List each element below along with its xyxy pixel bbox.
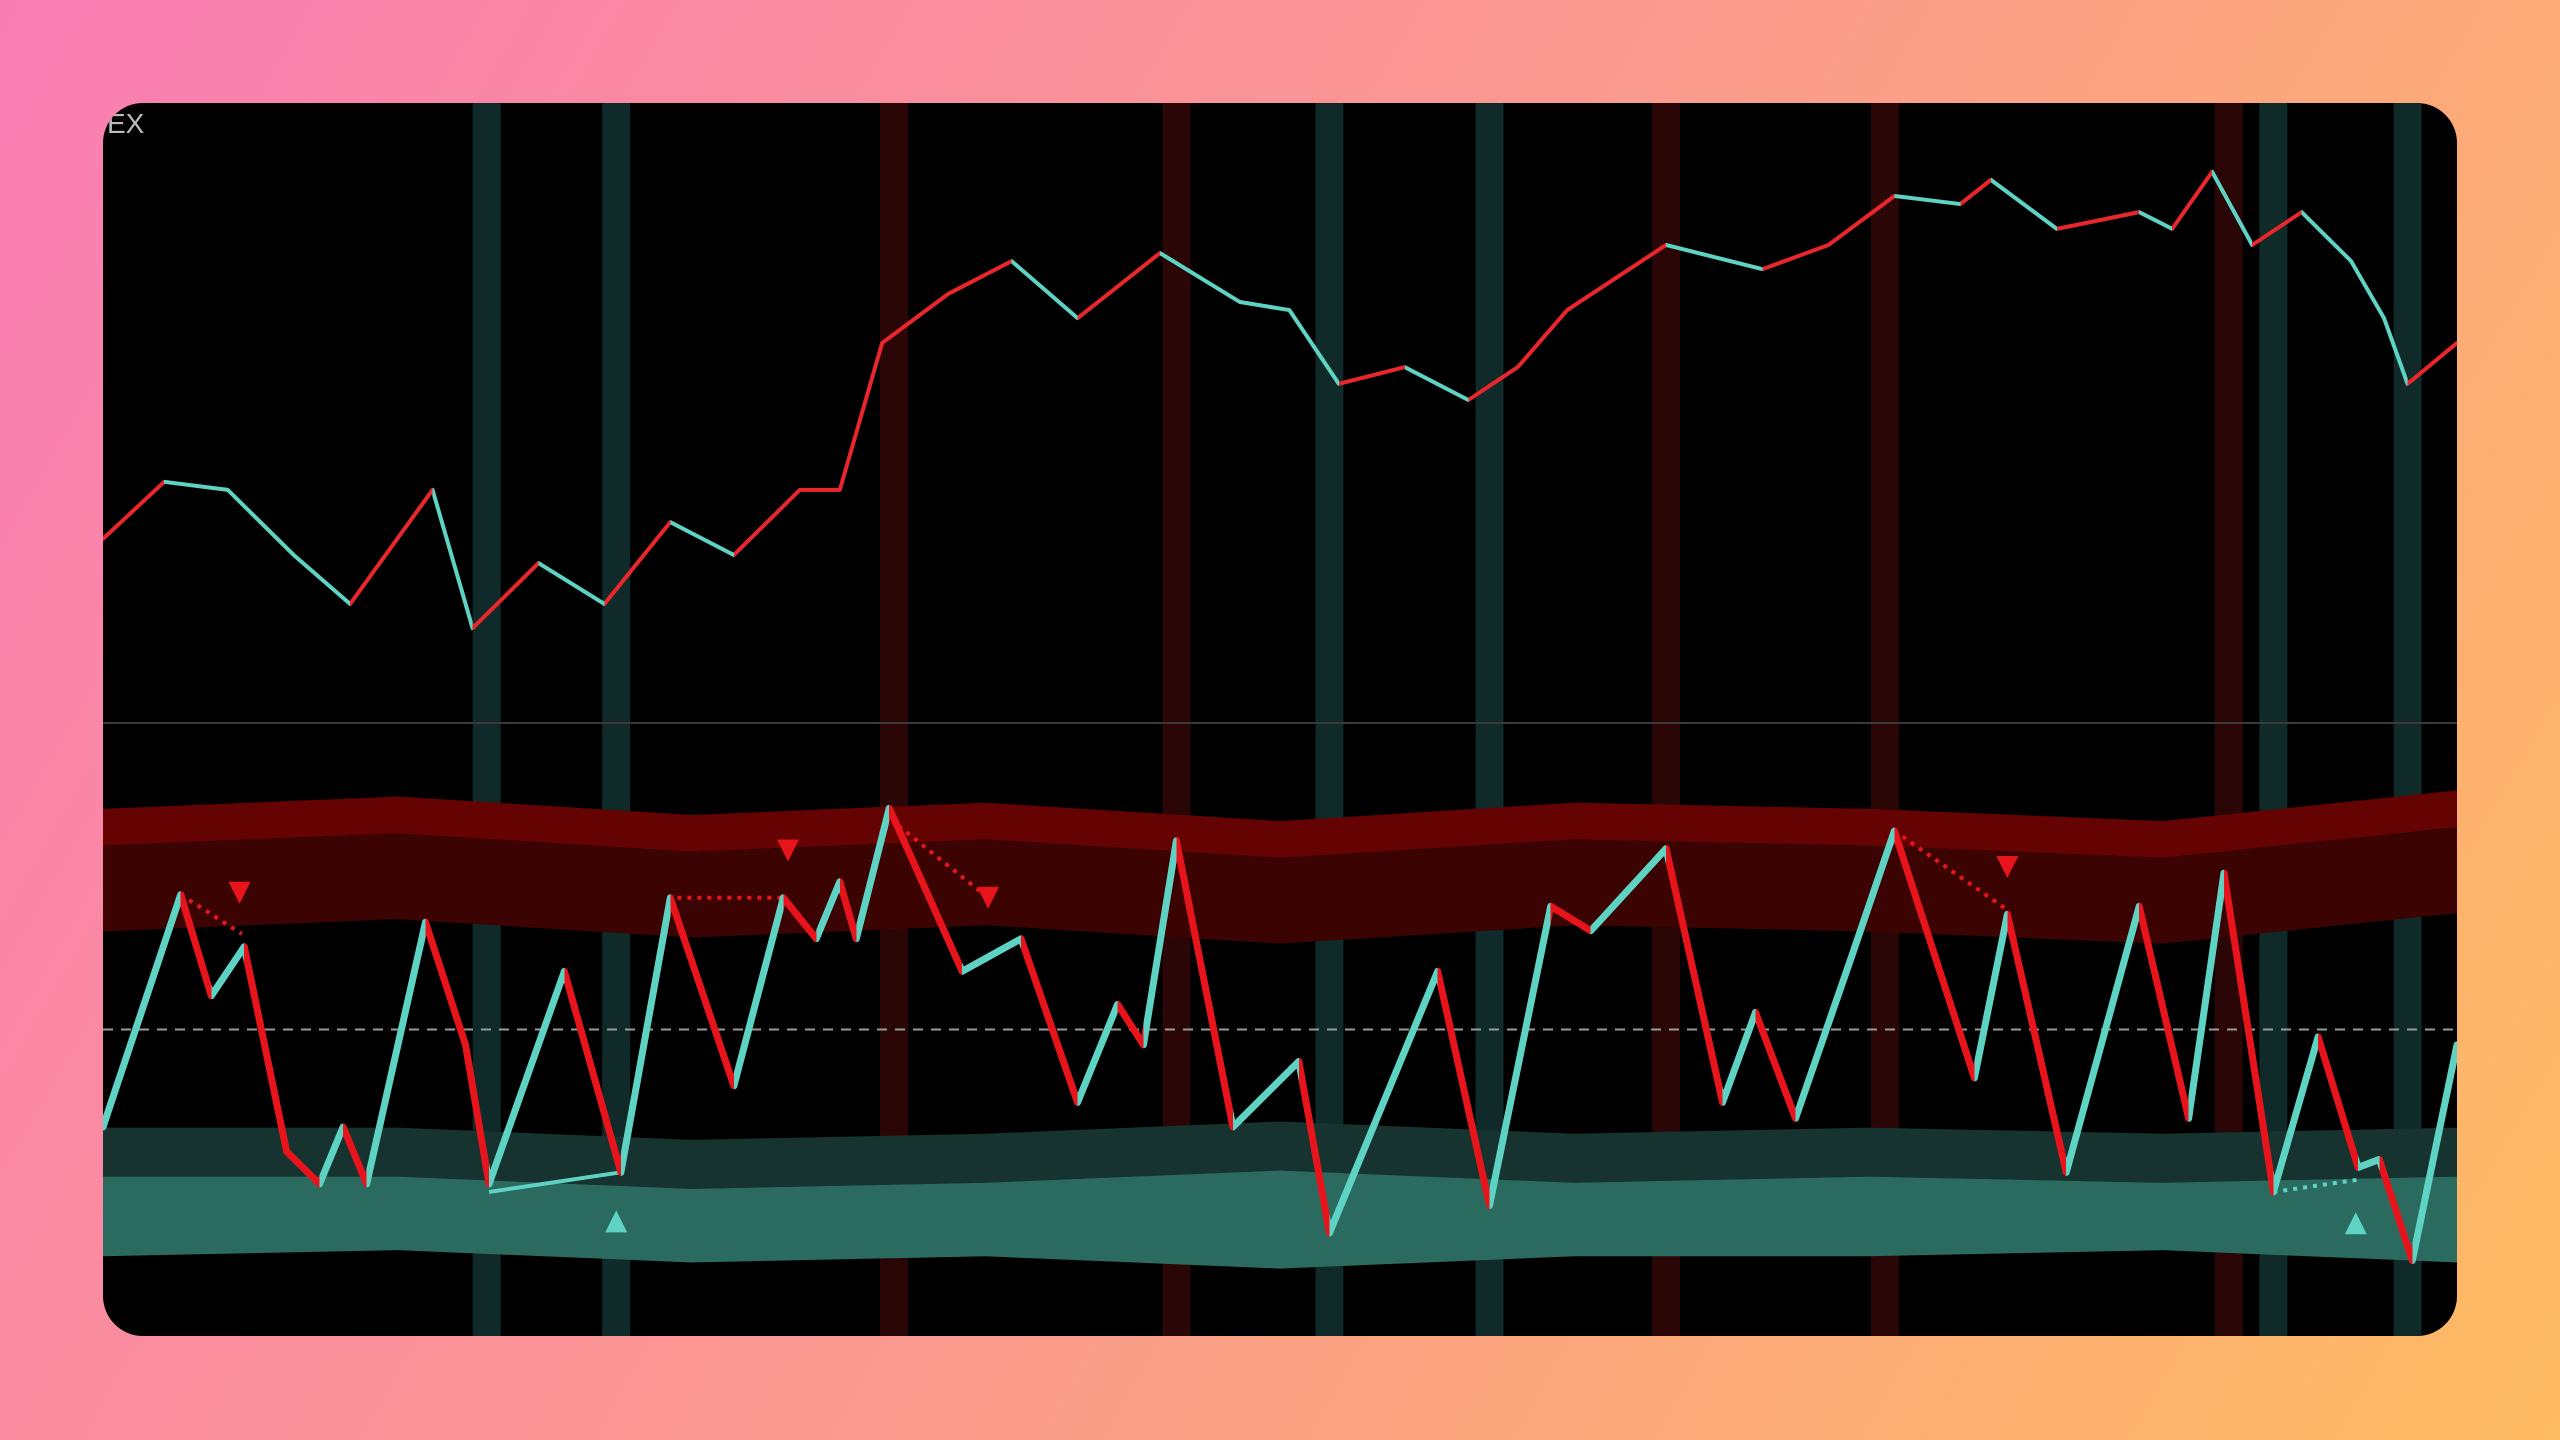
signal-up xyxy=(2344,1212,2367,1235)
symbol-label: EX xyxy=(107,108,145,139)
divergence-line xyxy=(2273,1177,2359,1194)
signal-up xyxy=(605,1210,628,1233)
signal-down xyxy=(977,886,1000,909)
upper-band-upper-part xyxy=(103,790,2457,858)
lower-band-lower-part xyxy=(103,1170,2457,1269)
highlight-column xyxy=(1652,103,1681,1336)
lower-band-upper-part xyxy=(103,1121,2457,1189)
signal-down xyxy=(1996,856,2019,879)
signal-down xyxy=(777,839,800,862)
highlight-column xyxy=(879,103,908,1336)
signal-down xyxy=(228,881,251,904)
chart-card: EX xyxy=(103,103,2457,1336)
oscillator-line xyxy=(103,804,2457,1265)
price-line xyxy=(103,169,2457,631)
chart: EX xyxy=(103,103,2457,1336)
divergence-line xyxy=(488,1170,622,1194)
highlight-column xyxy=(2214,103,2243,1336)
divergence-line xyxy=(1893,829,2009,912)
divergence-line xyxy=(179,892,243,936)
